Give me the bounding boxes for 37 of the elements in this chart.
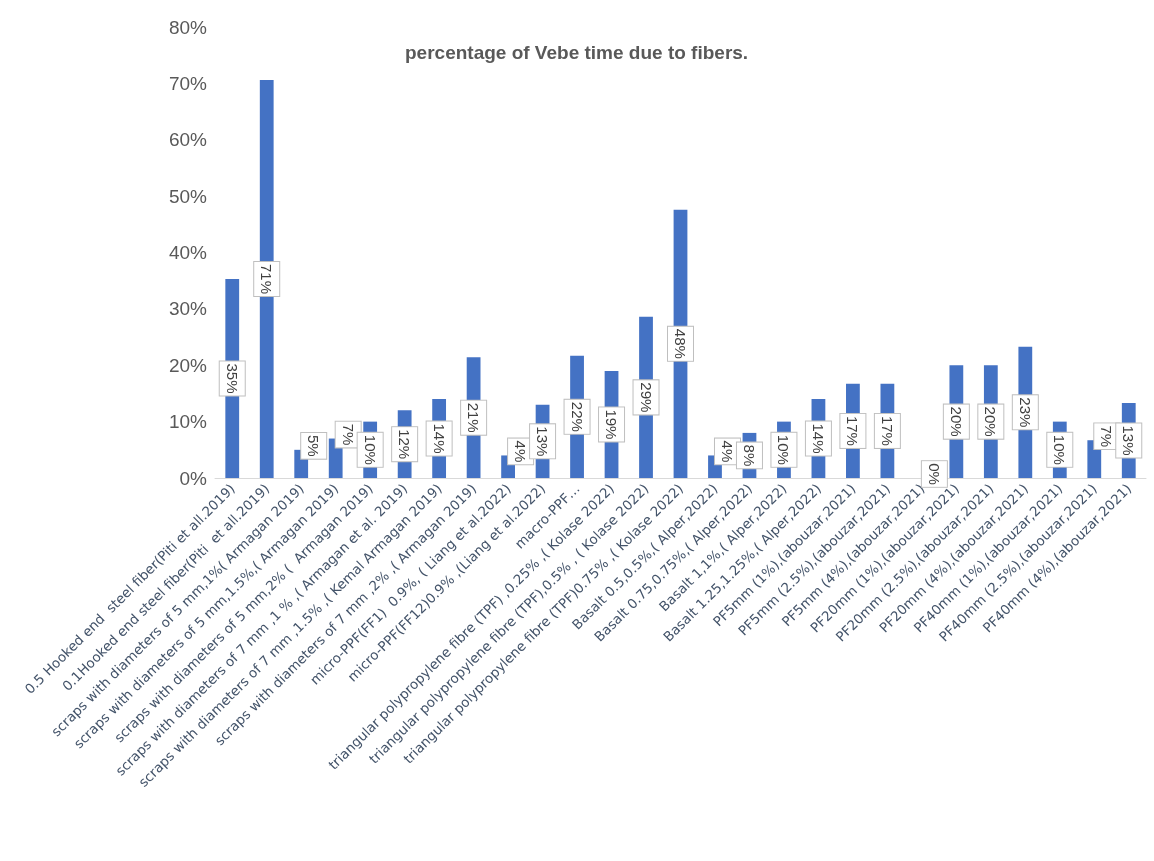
y-tick-label: 10% bbox=[168, 411, 208, 433]
data-label: 7% bbox=[339, 423, 357, 446]
data-label: 10% bbox=[775, 434, 793, 465]
data-label: 29% bbox=[637, 382, 655, 413]
y-tick-label: 50% bbox=[168, 185, 208, 207]
data-label: 20% bbox=[982, 406, 1000, 437]
data-label: 4% bbox=[718, 440, 736, 463]
data-label: 8% bbox=[740, 444, 758, 467]
data-label: 12% bbox=[396, 429, 414, 460]
data-label: 17% bbox=[844, 415, 862, 446]
y-tick-label: 0% bbox=[179, 467, 208, 489]
data-label: 5% bbox=[305, 434, 323, 457]
data-label: 7% bbox=[1098, 425, 1116, 448]
data-label: 20% bbox=[947, 406, 965, 437]
text: percentage of Vebe time due to fibers. bbox=[405, 42, 749, 63]
data-label: 14% bbox=[430, 423, 448, 454]
data-label: 10% bbox=[1051, 434, 1069, 465]
data-label: 19% bbox=[603, 409, 621, 440]
data-label: 22% bbox=[568, 401, 586, 432]
data-label: 21% bbox=[465, 402, 483, 433]
data-label: 23% bbox=[1016, 397, 1034, 428]
data-label: 4% bbox=[512, 440, 530, 463]
data-label: 13% bbox=[1120, 425, 1138, 456]
data-label: 0% bbox=[925, 463, 943, 485]
data-label: 48% bbox=[672, 328, 689, 359]
data-label: 35% bbox=[223, 363, 241, 394]
y-tick-label: 80% bbox=[168, 16, 208, 38]
y-tick-label: 40% bbox=[168, 242, 208, 263]
data-label: 13% bbox=[534, 426, 552, 457]
data-label: 14% bbox=[809, 423, 827, 454]
y-tick-label: 20% bbox=[168, 354, 208, 376]
y-tick-label: 70% bbox=[168, 72, 208, 94]
data-label: 17% bbox=[878, 415, 896, 446]
y-tick-label: 30% bbox=[168, 298, 208, 320]
data-label: 71% bbox=[258, 263, 276, 295]
data-label: 10% bbox=[361, 434, 379, 465]
y-tick-label: 60% bbox=[168, 129, 208, 151]
